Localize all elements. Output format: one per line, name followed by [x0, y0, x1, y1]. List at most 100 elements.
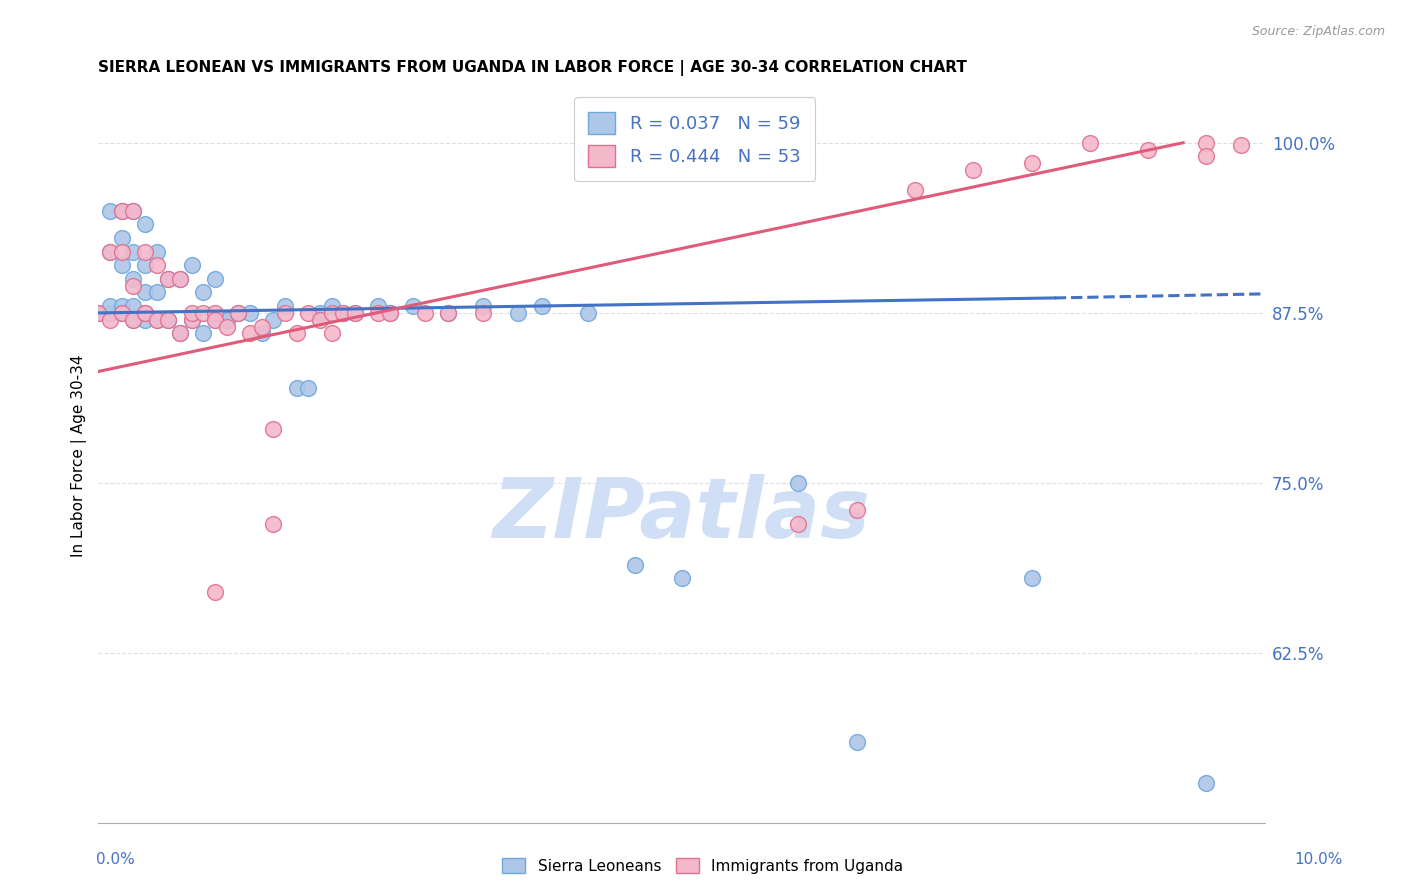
Point	[262, 312, 284, 326]
Point	[111, 203, 134, 218]
Point	[1021, 571, 1043, 585]
Point	[274, 306, 297, 320]
Point	[343, 306, 366, 320]
Point	[215, 312, 238, 326]
Point	[122, 203, 145, 218]
Point	[228, 306, 250, 320]
Point	[145, 312, 167, 326]
Point	[193, 326, 215, 341]
Point	[98, 312, 121, 326]
Point	[1078, 136, 1101, 150]
Point	[157, 312, 180, 326]
Point	[180, 258, 202, 272]
Point	[1195, 775, 1218, 789]
Point	[111, 306, 134, 320]
Point	[169, 272, 191, 286]
Point	[98, 244, 121, 259]
Point	[169, 326, 191, 341]
Point	[321, 306, 343, 320]
Point	[122, 203, 145, 218]
Point	[321, 299, 343, 313]
Point	[576, 306, 599, 320]
Point	[157, 272, 180, 286]
Point	[134, 244, 156, 259]
Point	[204, 312, 226, 326]
Point	[169, 326, 191, 341]
Text: SIERRA LEONEAN VS IMMIGRANTS FROM UGANDA IN LABOR FORCE | AGE 30-34 CORRELATION : SIERRA LEONEAN VS IMMIGRANTS FROM UGANDA…	[98, 60, 967, 76]
Point	[321, 326, 343, 341]
Point	[122, 312, 145, 326]
Point	[413, 306, 436, 320]
Point	[134, 306, 156, 320]
Point	[98, 203, 121, 218]
Point	[157, 272, 180, 286]
Point	[98, 244, 121, 259]
Point	[228, 306, 250, 320]
Point	[180, 312, 202, 326]
Point	[343, 306, 366, 320]
Point	[122, 244, 145, 259]
Point	[134, 306, 156, 320]
Point	[962, 163, 984, 178]
Point	[1137, 143, 1160, 157]
Point	[98, 306, 121, 320]
Point	[134, 258, 156, 272]
Text: 0.0%: 0.0%	[96, 852, 135, 867]
Point	[204, 312, 226, 326]
Point	[239, 326, 262, 341]
Point	[87, 306, 110, 320]
Point	[262, 516, 284, 531]
Point	[122, 299, 145, 313]
Point	[145, 312, 167, 326]
Point	[134, 285, 156, 300]
Point	[204, 272, 226, 286]
Point	[378, 306, 401, 320]
Point	[787, 516, 810, 531]
Point	[111, 244, 134, 259]
Point	[193, 306, 215, 320]
Point	[332, 306, 354, 320]
Point	[215, 312, 238, 326]
Point	[402, 299, 425, 313]
Legend: R = 0.037   N = 59, R = 0.444   N = 53: R = 0.037 N = 59, R = 0.444 N = 53	[574, 97, 815, 181]
Point	[378, 306, 401, 320]
Point	[297, 381, 319, 395]
Point	[145, 244, 167, 259]
Point	[845, 503, 868, 517]
Point	[111, 299, 134, 313]
Point	[285, 381, 308, 395]
Point	[437, 306, 460, 320]
Point	[309, 312, 332, 326]
Point	[274, 299, 297, 313]
Point	[145, 285, 167, 300]
Point	[437, 306, 460, 320]
Point	[157, 312, 180, 326]
Text: 10.0%: 10.0%	[1295, 852, 1343, 867]
Text: ZIPatlas: ZIPatlas	[492, 475, 870, 555]
Point	[787, 476, 810, 491]
Point	[367, 306, 389, 320]
Point	[180, 312, 202, 326]
Point	[111, 306, 134, 320]
Point	[239, 306, 262, 320]
Point	[671, 571, 693, 585]
Point	[122, 278, 145, 293]
Point	[215, 319, 238, 334]
Point	[180, 306, 202, 320]
Point	[845, 735, 868, 749]
Legend: Sierra Leoneans, Immigrants from Uganda: Sierra Leoneans, Immigrants from Uganda	[496, 852, 910, 880]
Point	[250, 319, 273, 334]
Point	[250, 326, 273, 341]
Point	[111, 203, 134, 218]
Point	[122, 312, 145, 326]
Point	[472, 306, 495, 320]
Y-axis label: In Labor Force | Age 30-34: In Labor Force | Age 30-34	[72, 355, 87, 558]
Point	[367, 299, 389, 313]
Point	[204, 306, 226, 320]
Point	[332, 306, 354, 320]
Point	[111, 258, 134, 272]
Point	[204, 585, 226, 599]
Point	[1230, 138, 1253, 153]
Point	[145, 258, 167, 272]
Point	[624, 558, 647, 572]
